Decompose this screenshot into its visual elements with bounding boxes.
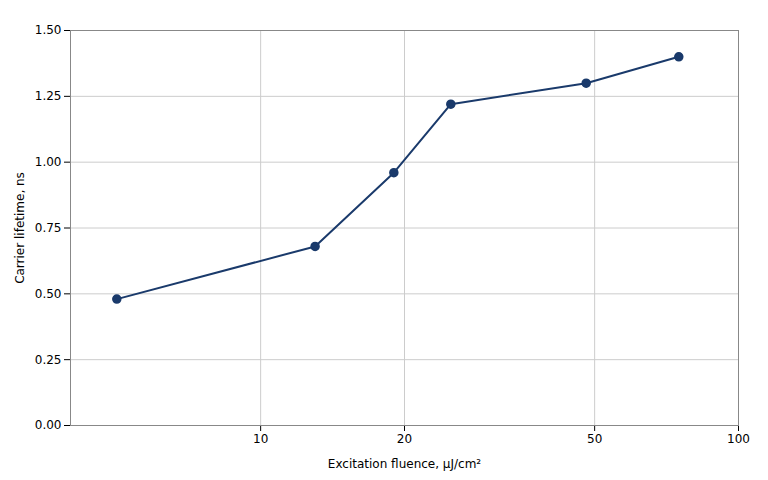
svg-text:0.00: 0.00 [35, 418, 62, 432]
svg-text:0.75: 0.75 [35, 221, 62, 235]
svg-text:50: 50 [587, 432, 602, 446]
svg-text:100: 100 [727, 432, 750, 446]
svg-text:1.00: 1.00 [35, 155, 62, 169]
svg-text:Carrier lifetime, ns: Carrier lifetime, ns [13, 172, 27, 284]
svg-text:10: 10 [253, 432, 268, 446]
svg-text:Excitation fluence, μJ/cm²: Excitation fluence, μJ/cm² [328, 457, 482, 471]
svg-text:1.50: 1.50 [35, 23, 62, 37]
svg-text:1.25: 1.25 [35, 89, 62, 103]
svg-text:20: 20 [397, 432, 412, 446]
svg-text:0.50: 0.50 [35, 287, 62, 301]
svg-text:0.25: 0.25 [35, 353, 62, 367]
